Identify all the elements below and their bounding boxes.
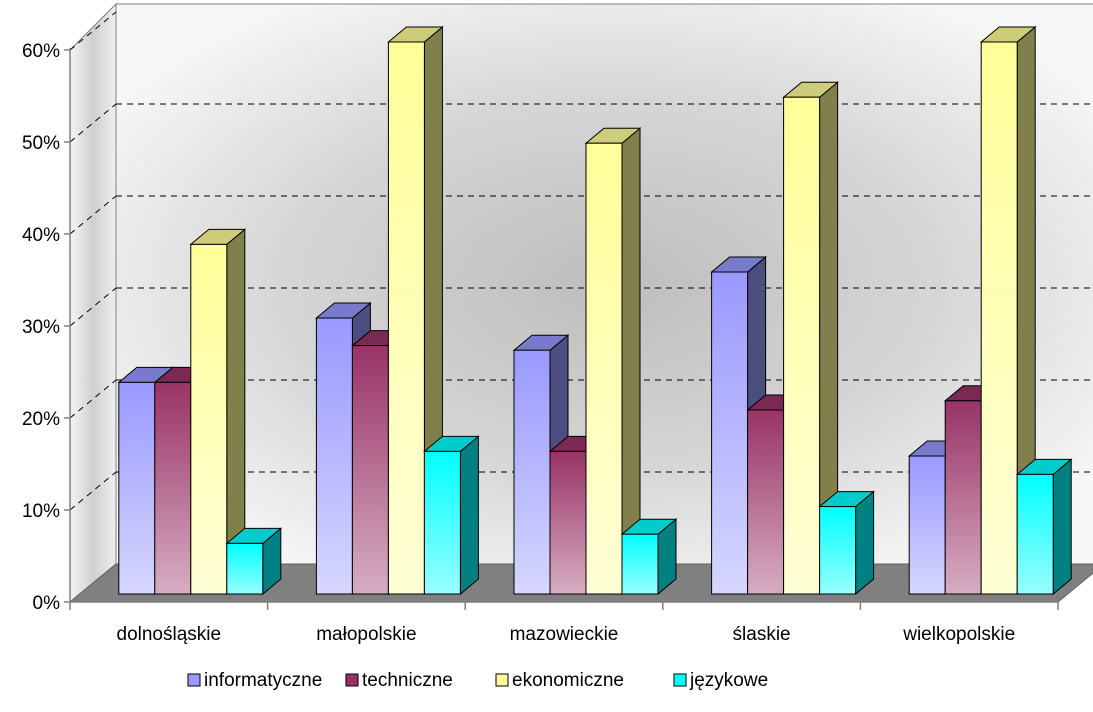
bar-front [154, 381, 192, 595]
bar-front [387, 41, 425, 595]
bar-front [118, 381, 156, 595]
bar-front [908, 455, 946, 595]
legend-label: ekonomiczne [512, 670, 624, 691]
bar-front [819, 506, 857, 595]
y-tick-label: 0% [33, 593, 61, 614]
bar [1015, 458, 1073, 596]
side-wall [69, 2, 117, 604]
y-tick-label: 60% [22, 41, 60, 62]
legend-swatch [187, 673, 201, 687]
bar-side [1052, 458, 1072, 596]
legend-swatch [673, 673, 687, 687]
gridline-side [69, 195, 117, 235]
bar [225, 527, 283, 596]
x-category-label: małopolskie [316, 624, 416, 645]
legend-item: techniczne [345, 670, 453, 691]
bar-front [423, 450, 461, 595]
bar [818, 490, 875, 596]
y-tick-label: 40% [22, 225, 60, 246]
legend-label: językowe [689, 670, 768, 691]
bar-front [549, 450, 587, 595]
bar-front [513, 349, 551, 595]
bar-front [190, 243, 228, 595]
bar-front [747, 409, 785, 595]
bar-front [1016, 473, 1054, 595]
bar [584, 127, 642, 596]
y-tick-label: 20% [22, 409, 60, 430]
bar [423, 435, 480, 596]
y-tick-label: 50% [22, 133, 60, 154]
bar-front [944, 400, 982, 595]
bar-front [585, 142, 623, 595]
x-category-label: mazowieckie [510, 624, 619, 645]
bar-front [351, 345, 389, 595]
legend-item: informatyczne [187, 670, 322, 691]
x-category-label: ślaskie [733, 624, 791, 645]
gridline-side [69, 379, 117, 419]
y-tick-label: 30% [22, 317, 60, 338]
legend-swatch [345, 673, 359, 687]
bar-front [315, 317, 353, 595]
bar-front [783, 96, 821, 595]
bar [620, 518, 678, 596]
legend-item: językowe [673, 670, 768, 691]
legend-item: ekonomiczne [495, 670, 624, 691]
bar-front [980, 41, 1018, 595]
bar-front [711, 271, 749, 595]
legend-swatch [495, 673, 509, 687]
gridline-side [69, 11, 117, 51]
bar-side [855, 490, 875, 596]
x-category-label: wielkopolskie [902, 624, 1015, 645]
legend-label: informatyczne [204, 670, 322, 691]
bar [979, 25, 1037, 596]
bar-side [459, 435, 479, 596]
gridline-side [69, 471, 117, 511]
x-category-label: dolnośląskie [117, 624, 222, 645]
bar-front [621, 533, 659, 595]
y-tick-label: 10% [22, 501, 60, 522]
gridline-side [69, 287, 117, 327]
bar-front [226, 542, 264, 595]
legend-label: techniczne [362, 670, 453, 691]
gridline-side [69, 103, 117, 143]
